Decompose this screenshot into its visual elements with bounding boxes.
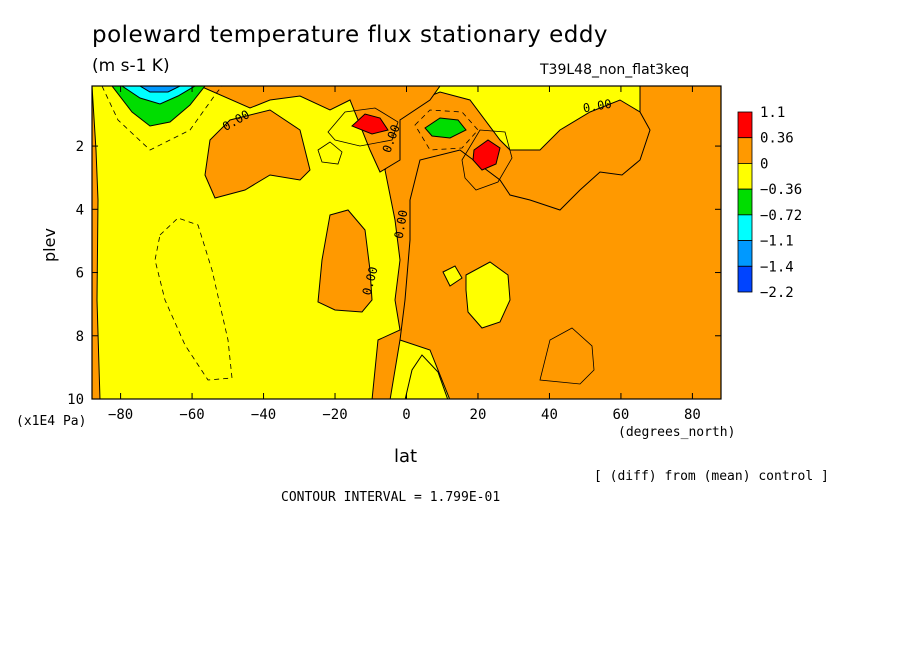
x-axis: −80 −60 −40 −20 0 20 40 60 80: [108, 86, 701, 423]
fill-green-cap: [111, 86, 206, 127]
color-bar: 1.1 0.36 0 −0.36 −0.72 −1.1 −1.4 −2.2: [737, 105, 802, 301]
fill-yellow-island: [465, 261, 511, 329]
y-axis-label: plev: [40, 228, 59, 262]
fill-yellow-corner: [404, 354, 449, 399]
fill-orange-sh: [204, 109, 311, 199]
x-tick-label: 0: [402, 407, 410, 423]
x-tick-label: −40: [251, 407, 276, 423]
x-tick-label: 80: [684, 407, 701, 423]
fill-yellow-blob: [442, 265, 463, 287]
color-swatch: [737, 111, 753, 139]
x-tick-label: −60: [179, 407, 204, 423]
fill-orange-nh: [371, 86, 721, 399]
run-label: T39L48_non_flat3keq: [540, 62, 690, 78]
y-tick-label: 10: [67, 392, 84, 408]
fill-red-max-1: [351, 113, 389, 135]
contour-fill-layer: [92, 86, 721, 399]
y-tick-label: 4: [76, 202, 84, 218]
fill-red-max-2: [472, 139, 501, 171]
fill-cyan-cap: [121, 86, 196, 105]
fill-blue-cap: [139, 86, 181, 93]
contour-label: 0.00: [582, 97, 613, 116]
contour-label: 0.00: [392, 209, 411, 240]
contour-labels: 0.000.000.000.000.00: [220, 97, 613, 297]
color-swatch: [737, 137, 753, 164]
contour-lines: [317, 107, 595, 385]
contour-interval: CONTOUR INTERVAL = 1.799E-01: [281, 490, 501, 505]
dashed-contour: [414, 109, 479, 151]
footer-note: [ (diff) from (mean) control ]: [594, 469, 829, 484]
contour-line: [327, 107, 399, 147]
fill-orange-tongue: [317, 209, 373, 313]
color-level-label: 0: [760, 156, 768, 172]
color-level-label: −0.72: [760, 208, 802, 224]
color-level-label: −1.4: [760, 259, 794, 275]
color-level-label: −1.1: [760, 234, 794, 250]
color-swatch: [737, 240, 753, 267]
contour-line: [461, 129, 513, 191]
chart-units: (m s-1 K): [92, 56, 170, 76]
fill-orange-edge: [92, 86, 101, 399]
color-level-label: 0.36: [760, 131, 794, 147]
dashed-contour: [101, 86, 223, 151]
dashed-contour: [154, 217, 233, 381]
color-level-label: −2.2: [760, 285, 794, 301]
contour-line: [317, 141, 343, 165]
x-tick-label: 20: [470, 407, 487, 423]
y-axis-units: (x1E4 Pa): [16, 414, 87, 429]
y-tick-label: 8: [76, 329, 84, 345]
x-axis-label: lat: [394, 446, 418, 467]
contour-line: [539, 327, 595, 385]
x-tick-label: 60: [613, 407, 630, 423]
fill-green-patch: [424, 117, 467, 139]
x-tick-label: −20: [322, 407, 347, 423]
color-swatch: [737, 265, 753, 293]
chart-title: poleward temperature flux stationary edd…: [92, 22, 609, 48]
dashed-contours: [101, 86, 479, 381]
color-swatch: [737, 188, 753, 216]
y-axis: 2 4 6 8 10: [67, 139, 721, 408]
x-tick-label: −80: [108, 407, 133, 423]
color-swatch: [737, 214, 753, 241]
y-tick-label: 2: [76, 139, 84, 155]
x-tick-label: 40: [541, 407, 558, 423]
x-axis-units: (degrees_north): [618, 425, 736, 440]
color-level-label: −0.36: [760, 182, 802, 198]
color-level-label: 1.1: [760, 105, 785, 121]
color-swatch: [737, 163, 753, 190]
y-tick-label: 6: [76, 266, 84, 282]
fill-orange-top: [199, 86, 441, 173]
